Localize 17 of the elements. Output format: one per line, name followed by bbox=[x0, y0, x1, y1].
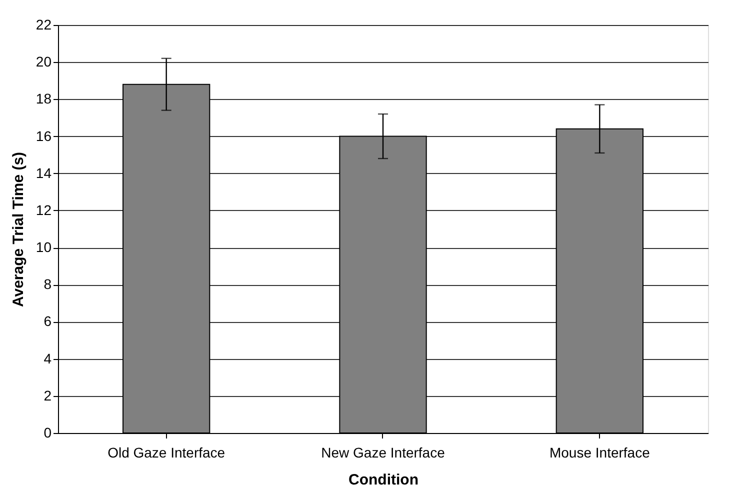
x-tick-label: Old Gaze Interface bbox=[108, 444, 226, 460]
y-tick-label: 18 bbox=[36, 90, 52, 107]
y-tick-label: 10 bbox=[36, 239, 52, 256]
x-axis-title: Condition bbox=[348, 472, 418, 488]
y-tick-label: 20 bbox=[36, 54, 52, 70]
y-tick-label: 12 bbox=[36, 202, 52, 218]
y-tick-label: 4 bbox=[44, 350, 52, 366]
x-tick-label: New Gaze Interface bbox=[321, 444, 446, 460]
y-tick-label: 6 bbox=[44, 313, 52, 330]
y-tick-label: 16 bbox=[36, 128, 52, 144]
y-tick-label: 8 bbox=[44, 276, 52, 292]
y-tick-label: 22 bbox=[36, 16, 52, 32]
y-tick-label: 2 bbox=[44, 387, 52, 404]
y-axis-title: Average Trial Time (s) bbox=[10, 152, 27, 308]
y-tick-label: 14 bbox=[36, 164, 52, 181]
x-tick-label: Mouse Interface bbox=[549, 444, 650, 460]
y-tick-label: 0 bbox=[44, 424, 52, 440]
